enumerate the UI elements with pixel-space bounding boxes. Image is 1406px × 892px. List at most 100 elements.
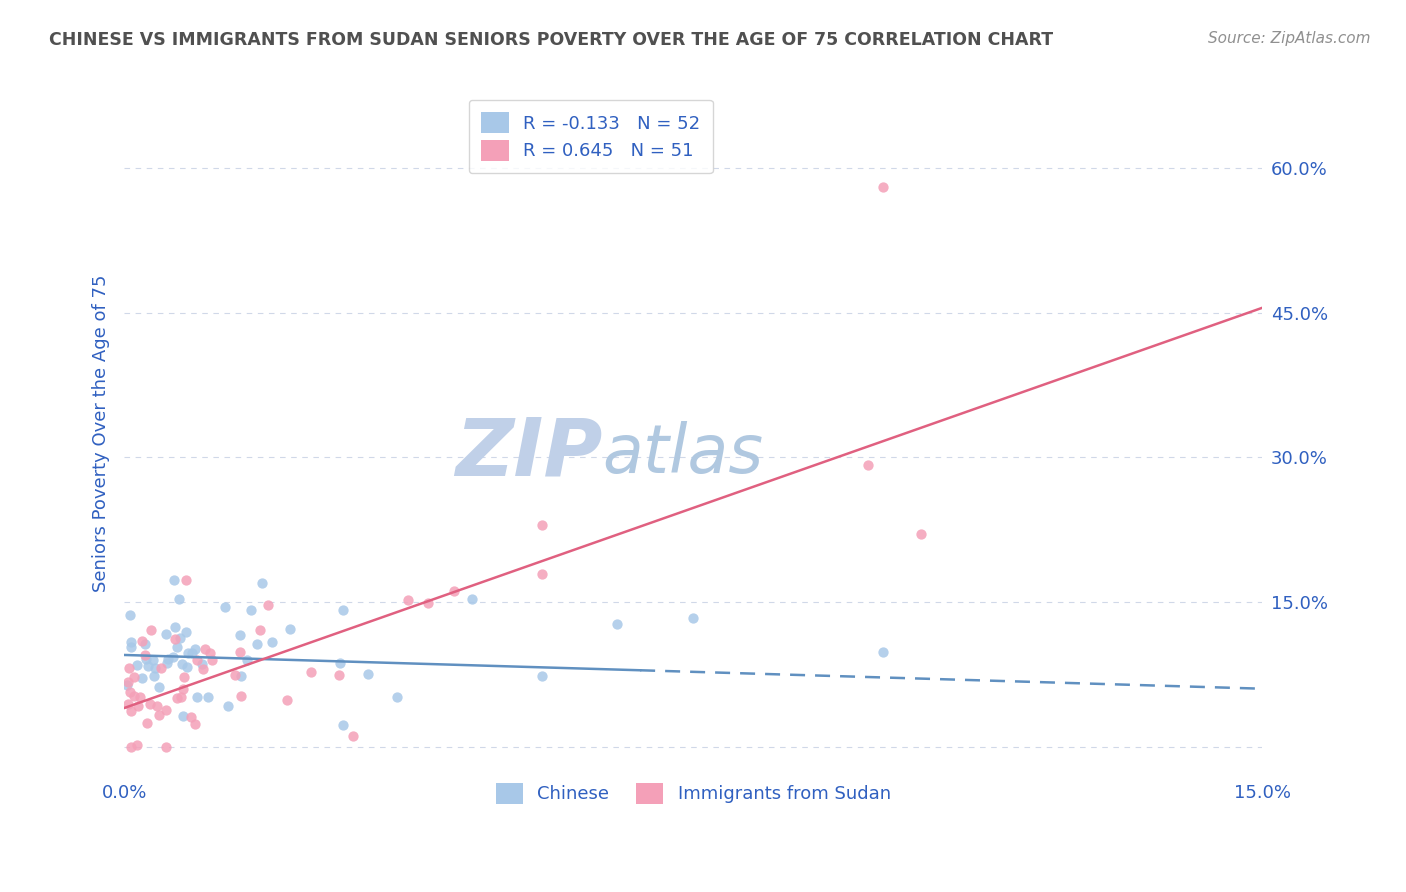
Point bbox=[148, 707, 170, 722]
Point bbox=[172, 682, 194, 697]
Point bbox=[530, 518, 553, 533]
Point bbox=[165, 632, 187, 646]
Point bbox=[357, 667, 380, 681]
Point bbox=[120, 704, 142, 718]
Y-axis label: Seniors Poverty Over the Age of 75: Seniors Poverty Over the Age of 75 bbox=[93, 275, 110, 592]
Point bbox=[117, 674, 139, 689]
Point bbox=[606, 616, 628, 631]
Point bbox=[131, 671, 153, 685]
Point bbox=[139, 623, 162, 637]
Point bbox=[301, 665, 323, 679]
Point bbox=[262, 635, 284, 649]
Point bbox=[134, 637, 156, 651]
Point bbox=[276, 693, 298, 707]
Point bbox=[162, 649, 184, 664]
Point bbox=[332, 603, 354, 617]
Point bbox=[155, 702, 177, 716]
Point bbox=[120, 640, 142, 654]
Point bbox=[155, 627, 177, 641]
Point bbox=[236, 653, 259, 667]
Legend: Chinese, Immigrants from Sudan: Chinese, Immigrants from Sudan bbox=[485, 772, 901, 814]
Point bbox=[131, 633, 153, 648]
Point bbox=[186, 653, 208, 667]
Point bbox=[146, 698, 169, 713]
Point bbox=[214, 599, 236, 614]
Point bbox=[872, 645, 894, 659]
Point bbox=[443, 584, 465, 599]
Point bbox=[163, 573, 186, 587]
Point bbox=[249, 623, 271, 637]
Point bbox=[122, 671, 145, 685]
Point bbox=[122, 689, 145, 703]
Point bbox=[531, 566, 554, 581]
Point bbox=[166, 640, 188, 655]
Point bbox=[135, 652, 157, 666]
Point bbox=[174, 573, 197, 587]
Point bbox=[872, 180, 894, 194]
Point bbox=[396, 592, 419, 607]
Point bbox=[127, 657, 149, 672]
Point bbox=[186, 690, 208, 704]
Point bbox=[342, 729, 364, 743]
Point bbox=[129, 690, 152, 704]
Point bbox=[134, 648, 156, 663]
Point bbox=[120, 635, 142, 649]
Point bbox=[136, 658, 159, 673]
Point bbox=[910, 527, 932, 541]
Point bbox=[239, 602, 262, 616]
Point bbox=[278, 622, 301, 636]
Point bbox=[229, 645, 252, 659]
Point bbox=[167, 592, 190, 607]
Point bbox=[180, 710, 202, 724]
Point bbox=[856, 458, 879, 472]
Text: atlas: atlas bbox=[602, 421, 763, 487]
Point bbox=[120, 607, 142, 622]
Point bbox=[682, 611, 704, 625]
Point bbox=[229, 628, 252, 642]
Point bbox=[198, 647, 221, 661]
Point bbox=[172, 709, 194, 723]
Point bbox=[143, 661, 166, 675]
Point bbox=[170, 657, 193, 671]
Point bbox=[117, 697, 139, 711]
Point bbox=[138, 697, 160, 711]
Point bbox=[148, 680, 170, 694]
Point bbox=[201, 653, 224, 667]
Point bbox=[118, 661, 141, 675]
Point bbox=[173, 670, 195, 684]
Point bbox=[191, 662, 214, 676]
Point bbox=[135, 715, 157, 730]
Point bbox=[127, 698, 149, 713]
Point bbox=[169, 690, 191, 705]
Point bbox=[328, 667, 350, 681]
Point bbox=[163, 620, 186, 634]
Text: Source: ZipAtlas.com: Source: ZipAtlas.com bbox=[1208, 31, 1371, 46]
Point bbox=[156, 656, 179, 670]
Text: ZIP: ZIP bbox=[454, 415, 602, 492]
Point bbox=[329, 656, 352, 670]
Point bbox=[176, 646, 198, 660]
Point bbox=[257, 598, 280, 612]
Point bbox=[246, 637, 269, 651]
Point bbox=[174, 624, 197, 639]
Point bbox=[166, 691, 188, 706]
Point bbox=[176, 660, 198, 674]
Point bbox=[180, 646, 202, 660]
Point bbox=[460, 592, 482, 607]
Point bbox=[530, 668, 553, 682]
Point bbox=[217, 699, 239, 714]
Text: CHINESE VS IMMIGRANTS FROM SUDAN SENIORS POVERTY OVER THE AGE OF 75 CORRELATION : CHINESE VS IMMIGRANTS FROM SUDAN SENIORS… bbox=[49, 31, 1053, 49]
Point bbox=[183, 641, 205, 656]
Point bbox=[197, 690, 219, 705]
Point bbox=[416, 596, 439, 610]
Point bbox=[332, 718, 354, 732]
Point bbox=[127, 739, 149, 753]
Point bbox=[190, 657, 212, 671]
Point bbox=[155, 739, 177, 754]
Point bbox=[156, 652, 179, 666]
Point bbox=[387, 690, 409, 705]
Point bbox=[169, 631, 191, 645]
Point bbox=[118, 684, 141, 698]
Point bbox=[194, 641, 217, 656]
Point bbox=[231, 689, 253, 703]
